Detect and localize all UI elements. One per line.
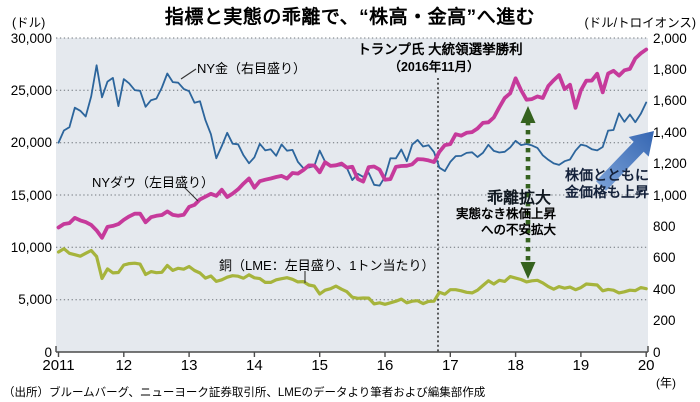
- right-axis-tick-label: 1,200: [653, 156, 687, 172]
- right-axis-tick-label: 0: [653, 344, 661, 360]
- dow-label-pointer: [183, 186, 199, 202]
- copper-series-label: 銅（LME：左目盛り、1トン当たり）: [219, 258, 435, 273]
- x-axis-tick-label: 2011: [42, 357, 75, 374]
- right-axis-tick-label: 400: [653, 281, 676, 297]
- x-axis-tick-label: 12: [115, 357, 133, 374]
- left-axis-tick-label: 0: [44, 344, 52, 360]
- series-line-gold: [57, 64, 648, 187]
- gold-label-pointer: [180, 68, 197, 80]
- x-axis-tick-label: 17: [441, 357, 459, 374]
- source-note: （出所）ブルームバーグ、ニューヨーク証券取引所、LMEのデータより筆者および編集…: [3, 387, 486, 399]
- right-axis-tick-label: 1,800: [653, 61, 687, 77]
- x-axis-tick-label: 20: [637, 357, 655, 374]
- x-axis-tick-label: 15: [311, 357, 329, 374]
- annotation-anxiety-line2: への不安拡大: [480, 223, 556, 237]
- right-axis-tick-label: 800: [653, 218, 676, 234]
- right-axis-tick-label: 1,400: [653, 124, 687, 140]
- left-axis-tick-label: 25,000: [10, 82, 52, 98]
- divergence-arrow: [520, 106, 536, 279]
- x-axis-tick-label: 16: [376, 357, 394, 374]
- right-axis-tick-label: 1,000: [653, 187, 687, 203]
- annotation-gold-rise-line2: 金価格も上昇: [565, 183, 649, 200]
- x-axis-unit: (年): [656, 376, 676, 390]
- label-pointer-lines: [180, 68, 306, 283]
- right-axis-tick-label: 2,000: [653, 30, 687, 46]
- left-axis-unit: (ドル): [12, 16, 46, 30]
- left-axis-tick-label: 20,000: [10, 135, 52, 151]
- right-axis-tick-label: 1,600: [653, 93, 687, 109]
- annotation-trump-line2: （2016年11月）: [388, 60, 480, 74]
- x-axis-tick-label: 13: [180, 357, 198, 374]
- annotation-gold-rise: 株価とともに 金価格も上昇: [558, 167, 656, 200]
- gold-rise-arrow: [596, 131, 654, 191]
- annotation-trump-line1: トランプ氏 大統領選挙勝利: [357, 42, 523, 57]
- divergence-arrow-head-up: [520, 106, 536, 123]
- x-axis: [55, 346, 649, 357]
- left-axis-tick-label: 5,000: [18, 292, 52, 308]
- x-axis-tick-label: 19: [572, 357, 590, 374]
- right-axis-tick-label: 600: [653, 250, 676, 266]
- dow-series-label: NYダウ（左目盛り）: [92, 175, 215, 190]
- annotation-anxiety-line1: 実態なき株価上昇: [455, 207, 556, 221]
- chart-title: 指標と実態の乖離で、“株高・金高”へ進む: [164, 7, 536, 28]
- divergence-arrow-head-down: [520, 262, 536, 279]
- x-axis-tick-label: 14: [246, 357, 263, 374]
- annotation-gold-rise-line1: 株価とともに: [565, 167, 649, 183]
- series-line-copper: [56, 247, 648, 306]
- left-axis-tick-label: 30,000: [10, 30, 52, 46]
- series-line-dow: [56, 47, 649, 240]
- left-axis-tick-label: 15,000: [10, 187, 52, 203]
- left-axis-tick-label: 10,000: [10, 239, 52, 255]
- right-axis-tick-label: 200: [653, 313, 676, 329]
- gold-series-label: NY金（右目盛り）: [197, 61, 307, 76]
- right-axis-unit: (ドル/トロイオンス): [584, 16, 696, 30]
- x-axis-tick-label: 18: [507, 357, 524, 374]
- gridlines: [56, 37, 648, 301]
- annotation-divergence: 乖離拡大: [486, 190, 551, 207]
